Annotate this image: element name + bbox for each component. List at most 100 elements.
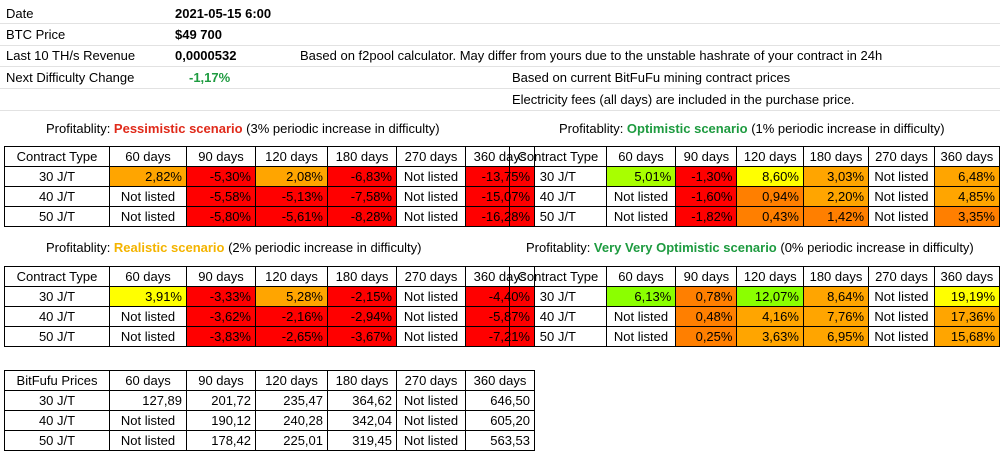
value-cell[interactable]: 8,64% bbox=[802, 286, 870, 307]
column-header[interactable]: 360 days bbox=[933, 146, 1000, 167]
value-cell[interactable]: Not listed bbox=[605, 326, 677, 347]
value-cell[interactable]: Not listed bbox=[868, 286, 935, 307]
value-cell[interactable]: -5,80% bbox=[186, 206, 256, 227]
value-cell[interactable]: Not listed bbox=[396, 286, 466, 307]
value-cell[interactable]: 3,35% bbox=[933, 206, 1000, 227]
column-header[interactable]: 180 days bbox=[327, 146, 397, 167]
value-cell[interactable]: Not listed bbox=[109, 430, 187, 451]
column-header[interactable]: BitFufu Prices bbox=[4, 370, 110, 391]
value-cell[interactable]: Not listed bbox=[868, 166, 935, 187]
value-cell[interactable]: 6,48% bbox=[933, 166, 1000, 187]
column-header[interactable]: 360 days bbox=[933, 266, 1000, 287]
column-header[interactable]: 270 days bbox=[396, 266, 466, 287]
btc-price-value[interactable]: $49 700 bbox=[175, 27, 222, 42]
row-label[interactable]: 30 J/T bbox=[509, 166, 607, 187]
value-cell[interactable]: Not listed bbox=[396, 326, 466, 347]
row-label[interactable]: 30 J/T bbox=[4, 286, 110, 307]
column-header[interactable]: 270 days bbox=[868, 146, 935, 167]
value-cell[interactable]: 3,03% bbox=[802, 166, 870, 187]
column-header[interactable]: 90 days bbox=[675, 266, 738, 287]
value-cell[interactable]: 1,42% bbox=[802, 206, 870, 227]
row-label[interactable]: 50 J/T bbox=[4, 206, 110, 227]
column-header[interactable]: 120 days bbox=[255, 370, 328, 391]
column-header[interactable]: 60 days bbox=[109, 266, 187, 287]
value-cell[interactable]: 17,36% bbox=[933, 306, 1000, 327]
value-cell[interactable]: Not listed bbox=[396, 206, 466, 227]
value-cell[interactable]: -3,62% bbox=[186, 306, 256, 327]
value-cell[interactable]: 646,50 bbox=[465, 390, 535, 411]
row-label[interactable]: 30 J/T bbox=[4, 166, 110, 187]
value-cell[interactable]: 2,82% bbox=[109, 166, 187, 187]
value-cell[interactable]: 12,07% bbox=[736, 286, 804, 307]
column-header[interactable]: 90 days bbox=[186, 146, 256, 167]
column-header[interactable]: 180 days bbox=[802, 146, 870, 167]
value-cell[interactable]: -1,60% bbox=[675, 186, 738, 207]
value-cell[interactable]: -8,28% bbox=[327, 206, 397, 227]
value-cell[interactable]: -2,94% bbox=[327, 306, 397, 327]
value-cell[interactable]: -2,15% bbox=[327, 286, 397, 307]
column-header[interactable]: 120 days bbox=[736, 146, 804, 167]
value-cell[interactable]: Not listed bbox=[605, 206, 677, 227]
row-label[interactable]: 40 J/T bbox=[4, 186, 110, 207]
column-header[interactable]: 90 days bbox=[675, 146, 738, 167]
value-cell[interactable]: 0,94% bbox=[736, 186, 804, 207]
value-cell[interactable]: 563,53 bbox=[465, 430, 535, 451]
value-cell[interactable]: Not listed bbox=[396, 306, 466, 327]
column-header[interactable]: 270 days bbox=[396, 370, 466, 391]
value-cell[interactable]: Not listed bbox=[396, 390, 466, 411]
value-cell[interactable]: Not listed bbox=[868, 186, 935, 207]
value-cell[interactable]: -7,58% bbox=[327, 186, 397, 207]
value-cell[interactable]: Not listed bbox=[396, 166, 466, 187]
column-header[interactable]: 90 days bbox=[186, 266, 256, 287]
value-cell[interactable]: Not listed bbox=[605, 306, 677, 327]
value-cell[interactable]: -3,67% bbox=[327, 326, 397, 347]
row-label[interactable]: 40 J/T bbox=[4, 410, 110, 431]
value-cell[interactable]: 7,76% bbox=[802, 306, 870, 327]
column-header[interactable]: 60 days bbox=[109, 370, 187, 391]
value-cell[interactable]: 5,28% bbox=[255, 286, 328, 307]
column-header[interactable]: Contract Type bbox=[4, 266, 110, 287]
value-cell[interactable]: Not listed bbox=[396, 430, 466, 451]
value-cell[interactable]: 0,48% bbox=[675, 306, 738, 327]
value-cell[interactable]: 0,25% bbox=[675, 326, 738, 347]
row-label[interactable]: 50 J/T bbox=[509, 206, 607, 227]
value-cell[interactable]: Not listed bbox=[109, 326, 187, 347]
value-cell[interactable]: 8,60% bbox=[736, 166, 804, 187]
value-cell[interactable]: -3,33% bbox=[186, 286, 256, 307]
value-cell[interactable]: 319,45 bbox=[327, 430, 397, 451]
value-cell[interactable]: 3,63% bbox=[736, 326, 804, 347]
value-cell[interactable]: -5,61% bbox=[255, 206, 328, 227]
value-cell[interactable]: Not listed bbox=[109, 410, 187, 431]
column-header[interactable]: 270 days bbox=[868, 266, 935, 287]
value-cell[interactable]: -3,83% bbox=[186, 326, 256, 347]
row-label[interactable]: 40 J/T bbox=[509, 186, 607, 207]
value-cell[interactable]: 19,19% bbox=[933, 286, 1000, 307]
value-cell[interactable]: 235,47 bbox=[255, 390, 328, 411]
row-label[interactable]: 30 J/T bbox=[4, 390, 110, 411]
value-cell[interactable]: -1,82% bbox=[675, 206, 738, 227]
column-header[interactable]: 360 days bbox=[465, 370, 535, 391]
value-cell[interactable]: 4,85% bbox=[933, 186, 1000, 207]
row-label[interactable]: 50 J/T bbox=[4, 430, 110, 451]
value-cell[interactable]: -5,58% bbox=[186, 186, 256, 207]
row-label[interactable]: 30 J/T bbox=[509, 286, 607, 307]
value-cell[interactable]: 605,20 bbox=[465, 410, 535, 431]
date-value[interactable]: 2021-05-15 6:00 bbox=[175, 6, 272, 21]
value-cell[interactable]: Not listed bbox=[868, 206, 935, 227]
value-cell[interactable]: 225,01 bbox=[255, 430, 328, 451]
value-cell[interactable]: 15,68% bbox=[933, 326, 1000, 347]
value-cell[interactable]: 178,42 bbox=[186, 430, 256, 451]
value-cell[interactable]: 5,01% bbox=[605, 166, 677, 187]
row-label[interactable]: 40 J/T bbox=[509, 306, 607, 327]
row-label[interactable]: 50 J/T bbox=[4, 326, 110, 347]
value-cell[interactable]: Not listed bbox=[396, 186, 466, 207]
column-header[interactable]: 60 days bbox=[605, 146, 677, 167]
value-cell[interactable]: -5,30% bbox=[186, 166, 256, 187]
revenue-value[interactable]: 0,0000532 bbox=[175, 48, 237, 63]
value-cell[interactable]: Not listed bbox=[109, 186, 187, 207]
column-header[interactable]: Contract Type bbox=[509, 266, 607, 287]
value-cell[interactable]: 6,13% bbox=[605, 286, 677, 307]
row-label[interactable]: 40 J/T bbox=[4, 306, 110, 327]
value-cell[interactable]: -6,83% bbox=[327, 166, 397, 187]
value-cell[interactable]: Not listed bbox=[109, 306, 187, 327]
